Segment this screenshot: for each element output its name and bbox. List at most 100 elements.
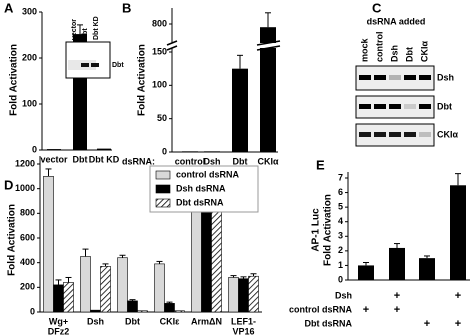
y-axis-label: Fold Activation [137, 44, 148, 116]
break-mark [256, 45, 281, 51]
panel-letter: B [122, 0, 131, 15]
bar [191, 209, 202, 313]
x-tick-label: Dsh [203, 156, 220, 166]
axis-break-gap [258, 43, 280, 48]
break-mark [166, 40, 178, 46]
bar [53, 284, 64, 313]
error-bar [455, 173, 461, 186]
error-bar [230, 275, 237, 278]
bar [232, 68, 248, 152]
legend-label: Dsh dsRNA [176, 183, 226, 193]
legend-label: control dsRNA [176, 169, 240, 179]
bar [204, 151, 220, 152]
blot-band [359, 75, 371, 80]
y-tick-label: 150 [152, 46, 167, 56]
row-label: Dbt [437, 101, 452, 111]
y-tick-label: 400 [20, 257, 35, 267]
condition-mark: + [363, 304, 369, 316]
x-tick-label: Dbt [125, 316, 140, 326]
error-bar [250, 273, 257, 277]
error-bar [237, 54, 243, 69]
y-tick-label: 800 [20, 208, 35, 218]
bar [97, 148, 111, 150]
error-bar [65, 276, 72, 283]
y-tick-label: 100 [152, 80, 167, 90]
y-axis-label: Fold Activation [323, 194, 334, 266]
row-label: CKIα [437, 129, 458, 139]
y-tick-label: 3 [338, 231, 343, 241]
error-bar [424, 255, 430, 259]
x-prefix: dsRNA: [122, 156, 155, 166]
x-tick-label: CKIε [160, 316, 180, 326]
lane-label: control [374, 32, 384, 63]
blot-title: dsRNA added [367, 16, 426, 26]
error-bar [102, 263, 109, 267]
x-tick-label: Dsh [87, 316, 104, 326]
bar [419, 258, 435, 280]
error-bar [166, 301, 173, 304]
x-tick-label: ArmΔN [191, 316, 222, 326]
blot-band [81, 63, 89, 67]
condition-mark: + [455, 318, 461, 330]
bar [164, 303, 175, 313]
blot-band [359, 132, 371, 137]
y-tick-label: 1200 [15, 158, 35, 168]
x-tick-label: LEF1- [231, 316, 256, 326]
bar [80, 256, 91, 313]
y-axis-label: Fold Activation [7, 204, 18, 276]
legend-swatch [155, 170, 171, 180]
lane-label: mock [359, 37, 369, 62]
error-bar [156, 260, 163, 264]
error-bar [363, 262, 369, 266]
blot-band [389, 75, 401, 80]
legend-swatch [155, 198, 171, 208]
blot-band [374, 104, 386, 109]
y-tick-label: 0 [32, 144, 37, 154]
x-tick-label: Dbt KD [89, 154, 120, 164]
x-tick-label: Dbt [73, 154, 88, 164]
condition-label: control dsRNA [289, 304, 353, 314]
y-tick-label: 0 [30, 306, 35, 316]
y-tick-label: 800 [152, 18, 167, 28]
legend-label: Dbt dsRNA [176, 197, 224, 207]
panel-letter: D [4, 177, 13, 192]
bar [450, 185, 466, 280]
bar [182, 151, 198, 152]
blot-band [91, 63, 99, 67]
blot-band [359, 104, 371, 109]
blot-band [419, 104, 431, 109]
y-tick-label: 4 [338, 216, 343, 226]
x-tick-label: vector [40, 154, 68, 164]
y-tick-label: 300 [22, 6, 37, 16]
x-tick-label: Wg+ [49, 316, 68, 326]
bar [211, 208, 222, 313]
blot-band [404, 75, 416, 80]
x-tick-label: Dbt [233, 156, 248, 166]
error-bar [45, 168, 52, 177]
break-mark [256, 40, 281, 46]
bar [137, 310, 148, 313]
inset-lane-label: vector [71, 19, 78, 40]
y-tick-label: 1 [338, 260, 343, 270]
inset-lane-label: Dbt [82, 28, 89, 40]
inset-blot: vector Dbt Dbt KD Dbt [65, 16, 124, 79]
bar [248, 275, 259, 313]
y-tick-label: 0 [162, 146, 167, 156]
blot-band [404, 132, 416, 137]
bar [127, 300, 138, 313]
bar [238, 278, 249, 313]
error-bar [55, 279, 62, 285]
blot-band [374, 132, 386, 137]
bar [389, 247, 405, 280]
blot-band [389, 132, 401, 137]
bar [228, 277, 239, 313]
error-bar [119, 254, 126, 258]
legend-swatch [155, 184, 171, 194]
error-bar [129, 299, 136, 301]
x-tick-label: VP16 [232, 326, 254, 335]
y-tick-label: 1000 [15, 183, 35, 193]
y-tick-label: 5 [338, 202, 343, 212]
blot-band [419, 75, 431, 80]
panel-letter: E [316, 157, 325, 172]
panel-letter: C [372, 0, 382, 15]
